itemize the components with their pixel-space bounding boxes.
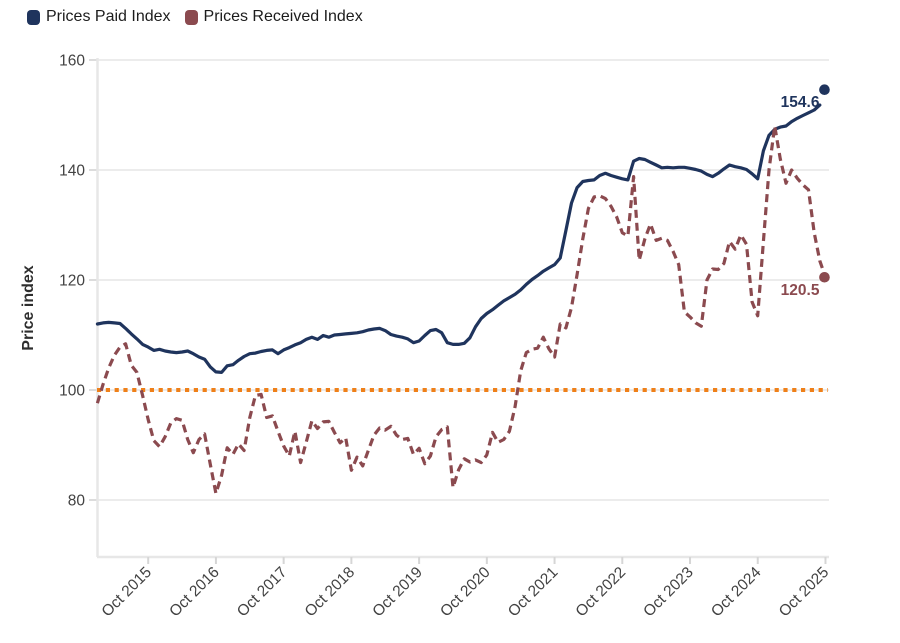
legend-label-prices-received: Prices Received Index <box>203 8 363 25</box>
x-tick-label-oct-2017: Oct 2017 <box>234 564 291 621</box>
prices-paid-index-line <box>95 103 822 374</box>
x-tick-label-oct-2015: Oct 2015 <box>99 564 156 621</box>
y-tick-label-80: 80 <box>68 493 86 510</box>
prices-received-index-end-label: 120.5 <box>781 282 820 299</box>
legend-label-prices-paid: Prices Paid Index <box>46 8 171 25</box>
y-tick-label-160: 160 <box>59 53 85 70</box>
legend-item-prices-paid: Prices Paid Index <box>27 8 171 26</box>
x-tick-label-oct-2023: Oct 2023 <box>640 564 697 621</box>
x-tick-label-oct-2016: Oct 2016 <box>166 564 223 621</box>
prices-received-index-end-dot <box>819 271 830 283</box>
grid-layer <box>97 59 829 501</box>
y-tick-label-100: 100 <box>59 383 85 400</box>
chart-legend: Prices Paid Index Prices Received Index <box>27 8 363 26</box>
y-tick-label-140: 140 <box>59 163 85 180</box>
y-axis-title: Price index <box>20 265 37 350</box>
x-tick-label-oct-2019: Oct 2019 <box>369 564 426 621</box>
prices-paid-index-end-dot <box>819 84 830 95</box>
prices-received-index-line <box>95 124 828 495</box>
x-tick-label-oct-2022: Oct 2022 <box>573 564 630 621</box>
prices-paid-index-end-label: 154.6 <box>781 94 820 111</box>
legend-item-prices-received: Prices Received Index <box>184 8 363 26</box>
x-tick-label-oct-2020: Oct 2020 <box>437 564 494 621</box>
prices-received-swatch-icon <box>184 9 198 25</box>
x-tick-label-oct-2024: Oct 2024 <box>708 564 765 621</box>
x-tick-label-oct-2021: Oct 2021 <box>505 564 562 621</box>
y-tick-label-120: 120 <box>59 273 85 290</box>
series-layer: 154.6 120.5 <box>95 84 830 495</box>
x-tick-label-oct-2025: Oct 2025 <box>776 564 833 621</box>
prices-paid-swatch-icon <box>27 9 40 25</box>
x-tick-label-oct-2018: Oct 2018 <box>302 564 359 621</box>
